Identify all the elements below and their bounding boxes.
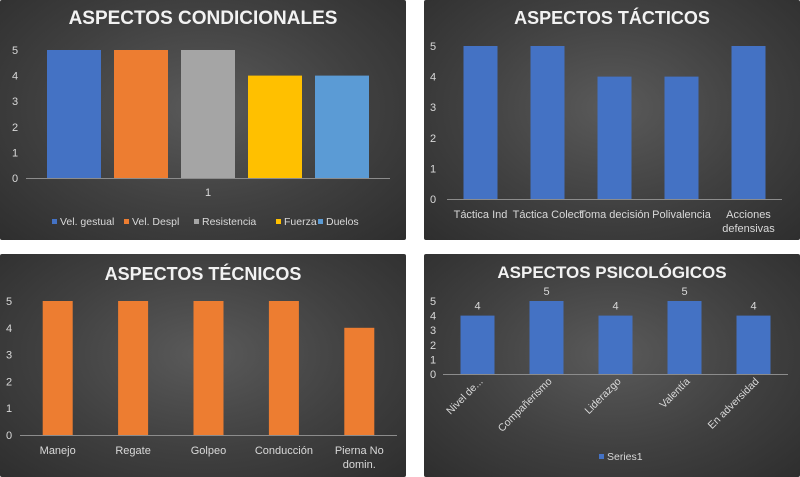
legend-swatch [52,219,57,224]
y-tick-label: 3 [12,96,18,108]
x-tick-label: Regate [115,445,150,457]
chart-condicionales: ASPECTOS CONDICIONALES 0 1 2 3 4 5 1 Vel. gestua… [12,8,390,228]
legend-label: Vel. Despl [132,216,179,228]
legend-label: Duelos [326,216,359,228]
legend-label: Resistencia [202,216,256,228]
bar [460,315,495,374]
y-tick-label: 0 [6,430,12,442]
chart-title: ASPECTOS TÁCTICOS [514,7,710,28]
bar-fuerza [248,75,302,178]
x-tick-label: Táctica Ind [454,209,508,221]
data-label: 5 [543,286,549,298]
y-tick-label: 5 [430,41,436,53]
y-tick-label: 5 [430,296,436,308]
bar-resistencia [181,50,235,178]
chart-tecnicos: ASPECTOS TÉCNICOS 0 1 2 3 4 5 Manejo Regate Golpe… [6,263,397,471]
legend-label: Series1 [607,451,643,463]
y-tick-label: 4 [12,71,18,83]
bar [664,76,699,199]
legend-label: Fuerza [284,216,317,228]
data-label: 4 [750,301,756,313]
y-tick-label: 4 [430,72,436,84]
chart-panel-tacticos: ASPECTOS TÁCTICOS 0 1 2 3 4 5 Táctica Ind Táctic… [424,0,800,240]
bar [736,315,771,374]
y-tick-label: 2 [6,376,12,388]
x-tick-label: En adversidad [706,376,762,432]
x-tick-label: Nivel de... [444,376,485,417]
x-tick-label: Polivalencia [652,209,712,221]
legend-label: Vel. gestual [60,216,114,228]
bar-duelos [315,75,369,178]
data-label: 4 [474,301,480,313]
y-tick-label: 2 [12,122,18,134]
y-tick-label: 4 [6,323,12,335]
y-tick-label: 5 [12,45,18,57]
x-tick-label: Toma decisión [579,209,649,221]
bar [529,301,564,374]
y-tick-label: 2 [430,133,436,145]
y-tick-label: 0 [12,173,18,185]
x-tick-label: Acciones defensivas [722,209,775,235]
data-label: 5 [681,286,687,298]
chart-tacticos: ASPECTOS TÁCTICOS 0 1 2 3 4 5 Táctica Ind Táctic… [430,7,782,235]
y-tick-label: 3 [430,325,436,337]
y-tick-label: 1 [12,147,18,159]
x-tick-label: Conducción [255,445,313,457]
chart-panel-tecnicos: ASPECTOS TÉCNICOS 0 1 2 3 4 5 Manejo Regate Golpe… [0,254,406,477]
chart-psicologicos: ASPECTOS PSICOLÓGICOS 0 1 2 3 4 5 4 Nivel de... 5… [430,263,788,463]
chart-panel-psicologicos: ASPECTOS PSICOLÓGICOS 0 1 2 3 4 5 4 Nivel de... 5… [424,254,800,477]
bar [598,315,633,374]
y-tick-label: 5 [6,296,12,308]
y-tick-label: 0 [430,369,436,381]
x-tick-label: Compañerismo [496,376,555,435]
bar [731,46,766,199]
chart-panel-condicionales: ASPECTOS CONDICIONALES 0 1 2 3 4 5 1 Vel. gestua… [0,0,406,240]
x-tick-label: Golpeo [191,445,226,457]
chart-title: ASPECTOS PSICOLÓGICOS [497,263,726,282]
chart-title: ASPECTOS CONDICIONALES [69,8,338,29]
bar [597,76,632,199]
bar [530,46,565,199]
bar [667,301,702,374]
bar [344,327,375,435]
y-tick-label: 3 [430,102,436,114]
y-tick-label: 1 [6,403,12,415]
legend-swatch [276,219,281,224]
y-tick-label: 0 [430,194,436,206]
chart-title: ASPECTOS TÉCNICOS [105,263,302,284]
y-tick-label: 4 [430,311,436,323]
y-tick-label: 2 [430,340,436,352]
x-tick-label: 1 [205,187,211,199]
bar [118,301,149,435]
bar-vel-gestual [47,50,101,178]
legend-swatch [124,219,129,224]
bar [193,301,224,435]
x-tick-label: Manejo [40,445,76,457]
x-tick-label: Liderazgo [583,376,624,417]
y-tick-label: 1 [430,354,436,366]
legend-swatch [599,454,604,459]
data-label: 4 [612,301,618,313]
bar [463,46,498,199]
legend-swatch [194,219,199,224]
legend-swatch [318,219,323,224]
y-tick-label: 3 [6,350,12,362]
x-tick-label: Pierna No domin. [335,445,384,471]
bar [268,301,299,435]
x-tick-label: Valentía [657,376,692,411]
y-tick-label: 1 [430,163,436,175]
bar [42,301,73,435]
bar-vel-despl [114,50,168,178]
x-tick-label: Táctica Colect [513,209,583,221]
